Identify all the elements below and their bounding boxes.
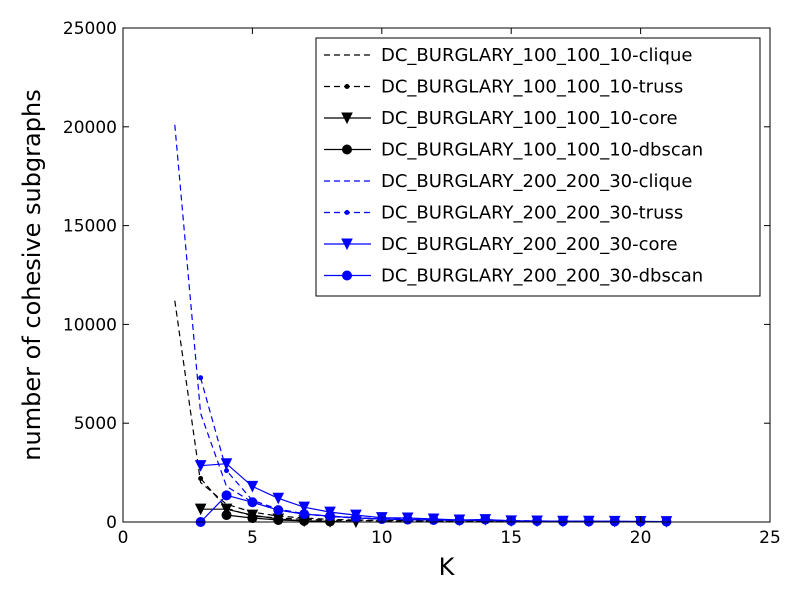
- x-axis-title: K: [439, 553, 456, 581]
- data-point-circle: [583, 516, 594, 527]
- legend-entry: DC_BURGLARY_200_200_30-truss: [324, 203, 683, 224]
- data-point-circle: [342, 144, 352, 155]
- x-tick-label: 15: [500, 528, 522, 548]
- legend-entry: DC_BURGLARY_100_100_10-core: [324, 108, 678, 129]
- plot-area-frame: [122, 27, 771, 523]
- x-tick-label: 25: [759, 528, 781, 548]
- data-point-circle: [557, 516, 568, 527]
- data-point-triangle: [194, 503, 207, 516]
- y-tick-label: 5000: [74, 414, 117, 434]
- data-point-circle: [342, 270, 352, 281]
- x-tick-label: 5: [247, 528, 258, 548]
- data-point-triangle: [341, 238, 353, 251]
- y-axis-title: number of cohesive subgraphs: [18, 89, 46, 460]
- data-point-circle: [428, 515, 439, 526]
- series-line: [174, 300, 667, 523]
- legend-label: DC_BURGLARY_100_100_10-clique: [381, 45, 692, 66]
- series-layer: [174, 124, 673, 529]
- data-point-circle: [609, 516, 620, 527]
- legend-label: DC_BURGLARY_200_200_30-core: [381, 234, 678, 255]
- data-point-triangle: [341, 112, 353, 125]
- legend-box: [315, 37, 761, 297]
- data-point-triangle: [220, 458, 233, 470]
- series-6: [198, 375, 669, 525]
- data-point-dot: [344, 84, 350, 89]
- data-point-triangle: [246, 480, 259, 493]
- y-tick-label: 25000: [63, 19, 117, 39]
- y-tick-label: 0: [106, 513, 117, 533]
- data-point-circle: [325, 511, 336, 522]
- legend-entry: DC_BURGLARY_100_100_10-truss: [324, 77, 683, 98]
- data-point-triangle: [220, 503, 233, 516]
- legend-label: DC_BURGLARY_100_100_10-truss: [381, 77, 683, 98]
- legend-entry: DC_BURGLARY_200_200_30-clique: [324, 171, 692, 192]
- legend-label: DC_BURGLARY_100_100_10-core: [381, 108, 678, 129]
- data-point-circle: [402, 514, 413, 525]
- data-point-circle: [221, 510, 232, 521]
- data-point-dot: [198, 476, 204, 482]
- data-point-circle: [273, 505, 284, 516]
- series-8: [195, 490, 672, 527]
- data-point-dot: [344, 210, 350, 215]
- legend-label: DC_BURGLARY_200_200_30-dbscan: [381, 266, 703, 287]
- legend-entry: DC_BURGLARY_100_100_10-clique: [324, 45, 692, 66]
- legend-label: DC_BURGLARY_200_200_30-truss: [381, 203, 683, 224]
- series-4: [221, 510, 336, 527]
- axis-ticks: 0 5 10 15 20 25 0 5000 10000 15000 20000 25000: [63, 19, 781, 548]
- series-line: [200, 377, 667, 523]
- data-point-circle: [273, 515, 284, 526]
- data-point-circle: [532, 516, 543, 527]
- legend-entry: DC_BURGLARY_100_100_10-dbscan: [324, 140, 703, 161]
- data-point-circle: [221, 490, 232, 501]
- y-tick-label: 20000: [63, 118, 117, 138]
- data-point-circle: [299, 509, 310, 520]
- data-point-triangle: [194, 460, 207, 472]
- x-tick-label: 0: [118, 528, 129, 548]
- legend: DC_BURGLARY_100_100_10-clique DC_BURGLARY…: [315, 37, 761, 297]
- data-point-circle: [480, 514, 491, 525]
- series-line: [200, 463, 667, 523]
- y-tick-label: 15000: [63, 217, 117, 237]
- legend-label: DC_BURGLARY_200_200_30-clique: [381, 171, 692, 192]
- x-tick-label: 20: [630, 528, 652, 548]
- legend-label: DC_BURGLARY_100_100_10-dbscan: [381, 140, 703, 161]
- legend-entry: DC_BURGLARY_200_200_30-core: [324, 234, 678, 255]
- data-point-circle: [247, 497, 258, 508]
- data-point-triangle: [298, 501, 310, 514]
- legend-entry: DC_BURGLARY_200_200_30-dbscan: [324, 266, 703, 287]
- data-point-triangle: [272, 492, 285, 505]
- data-point-circle: [454, 515, 465, 526]
- series-1: [174, 300, 667, 523]
- data-point-circle: [350, 513, 361, 524]
- data-point-dot: [198, 375, 204, 381]
- y-tick-label: 10000: [63, 315, 117, 335]
- x-tick-label: 10: [371, 528, 393, 548]
